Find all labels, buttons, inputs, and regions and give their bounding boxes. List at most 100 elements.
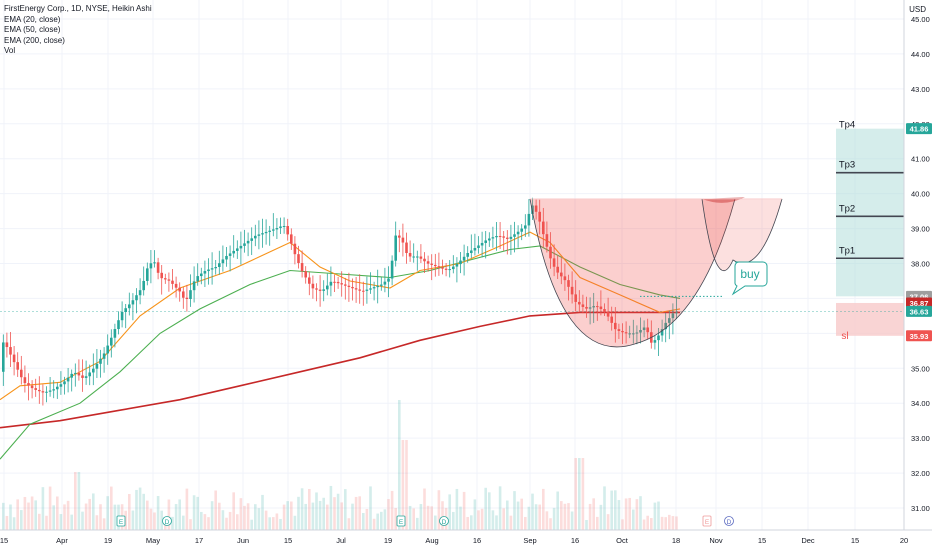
volume-bar [333, 497, 336, 530]
marker-letter: E [705, 519, 710, 526]
price-tag [906, 297, 932, 309]
volume-bar [34, 500, 37, 530]
cup-outline [529, 198, 736, 348]
candle-body [59, 384, 63, 387]
currency-label[interactable]: USD [909, 5, 926, 14]
volume-bar [657, 501, 660, 530]
legend-ema200[interactable]: EMA (200, close) [4, 35, 65, 45]
stop-zone [836, 302, 904, 336]
volume-bar [675, 516, 678, 530]
target-label: Tp2 [839, 203, 855, 214]
candle-body [293, 243, 297, 255]
volume-bar [106, 496, 109, 530]
volume-bar [542, 488, 545, 530]
candle-body [185, 297, 189, 299]
volume-bar [27, 502, 30, 530]
volume-bar [653, 502, 657, 530]
legend-volume[interactable]: Vol [4, 46, 16, 55]
volume-bar [149, 508, 153, 530]
volume-bar [502, 508, 505, 530]
marker-letter: D [727, 519, 732, 526]
volume-bar [290, 501, 293, 530]
volume-bar [362, 512, 365, 530]
candle-body [426, 261, 430, 264]
candle-body [545, 234, 549, 247]
candle-body [470, 250, 473, 254]
legend-symbol[interactable]: FirstEnergy Corp., 1D, NYSE, Heikin Ashi [4, 4, 152, 13]
candle-body [110, 337, 113, 346]
volume-bar [412, 508, 415, 530]
time-tick-label: 19 [104, 536, 112, 545]
candle-body [549, 246, 552, 259]
candle-body [56, 386, 59, 390]
volume-bar [20, 510, 23, 530]
candle-body [142, 280, 145, 291]
volume-bar [192, 495, 196, 530]
volume-bar [405, 440, 408, 530]
time-axis[interactable]: 15 Apr 19 May 17 Jun 15 Jul 19 Aug 16 Sep 16 Oct 18 Nov… [0, 529, 932, 545]
stop-loss-label: sl [841, 331, 848, 342]
legend-ema50[interactable]: EMA (50, close) [4, 25, 61, 34]
volume-bar [441, 501, 444, 530]
volume-bar [578, 458, 581, 530]
time-tick-label: 16 [571, 536, 579, 545]
volume-bar [110, 486, 113, 530]
earnings-marker [702, 515, 712, 527]
volume-bar [297, 496, 300, 530]
candle-body [362, 290, 365, 292]
time-tick-label: Jul [336, 536, 346, 545]
volume-bar [632, 509, 635, 530]
volume-bar [135, 489, 138, 530]
candle-body [23, 377, 27, 384]
dividend-marker [724, 516, 734, 526]
candle-body [189, 290, 192, 299]
candle-body [272, 229, 275, 231]
time-tick-label: Oct [616, 536, 629, 545]
candle-body [660, 329, 664, 336]
candle-body [538, 211, 541, 222]
price-tag-label: 41.86 [910, 125, 929, 134]
candle-body [646, 327, 649, 333]
volume-bar [167, 499, 171, 530]
volume-bar [426, 505, 430, 530]
candle-body [534, 205, 538, 212]
candle-body [196, 276, 199, 282]
candle-body [552, 258, 556, 267]
volume-bar [300, 488, 304, 530]
candle-body [300, 263, 304, 272]
volume-bar [23, 496, 27, 530]
volume-bar [70, 514, 73, 530]
volume-bar [383, 509, 387, 530]
candle-body [200, 273, 203, 277]
volume-bar [102, 518, 106, 530]
volume-bar [534, 504, 538, 530]
candle-body [95, 363, 99, 369]
volume-bar [635, 499, 639, 530]
marker-letter: D [442, 519, 447, 526]
volume-bar [538, 504, 541, 530]
volume-bar [286, 501, 289, 530]
volume-bar [48, 486, 52, 530]
candle-body [444, 268, 448, 270]
volume-bar [358, 496, 361, 530]
volume-bar [365, 508, 369, 530]
volume-bar [372, 518, 376, 530]
candle-body [480, 242, 484, 246]
legend-ema20[interactable]: EMA (20, close) [4, 14, 61, 24]
candle-body [624, 332, 628, 334]
volume-bar [419, 504, 423, 530]
candle-body [617, 329, 621, 331]
candle-body [34, 388, 37, 390]
candle-body [99, 358, 102, 364]
volume-bar [650, 518, 653, 530]
candle-body [20, 369, 23, 378]
time-tick-label: 18 [672, 536, 680, 545]
volume-bar [131, 510, 135, 530]
volume-bar [581, 458, 585, 530]
target-label: Tp4 [839, 120, 855, 131]
candle-body [239, 245, 243, 249]
volume-bar [574, 458, 577, 530]
volume-bar [642, 519, 646, 530]
price-axis[interactable]: 45.0044.0043.0042.0041.0040.0039.0038.00… [903, 0, 932, 530]
